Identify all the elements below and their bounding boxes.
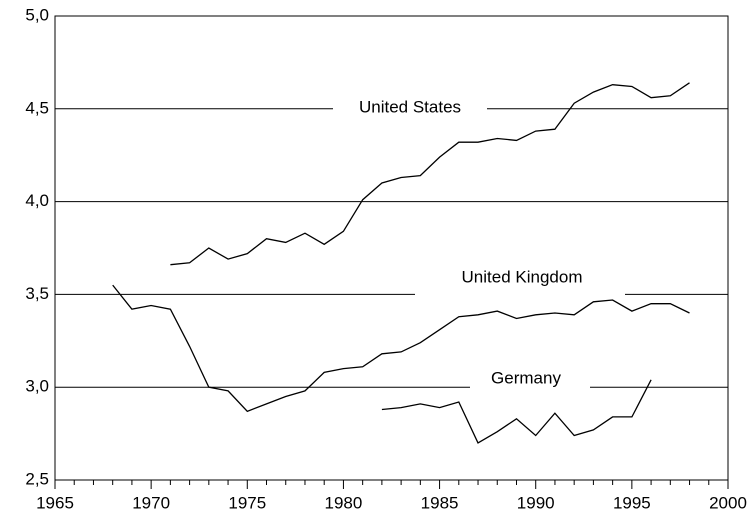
label-gap bbox=[415, 286, 625, 300]
series-line bbox=[170, 82, 690, 266]
label-gap bbox=[333, 99, 487, 118]
label-gap bbox=[470, 370, 590, 393]
y-tick-label: 3,0 bbox=[25, 377, 49, 396]
y-tick-label: 4,0 bbox=[25, 191, 49, 210]
x-tick-label: 1980 bbox=[325, 493, 363, 512]
x-tick-label: 1970 bbox=[132, 493, 170, 512]
x-tick-label: 1995 bbox=[613, 493, 651, 512]
y-tick-label: 3,5 bbox=[25, 284, 49, 303]
plot-frame bbox=[54, 15, 729, 481]
x-tick-label: 2000 bbox=[709, 493, 747, 512]
series-label: United States bbox=[359, 97, 461, 116]
y-tick-label: 5,0 bbox=[25, 5, 49, 24]
x-tick-label: 1990 bbox=[517, 493, 555, 512]
y-tick-label: 2,5 bbox=[25, 469, 49, 488]
series-line bbox=[112, 284, 690, 413]
series-label: United Kingdom bbox=[462, 267, 583, 286]
x-tick-label: 1975 bbox=[228, 493, 266, 512]
series-line bbox=[381, 379, 652, 444]
x-tick-label: 1985 bbox=[421, 493, 459, 512]
x-tick-label: 1965 bbox=[36, 493, 74, 512]
y-tick-label: 4,5 bbox=[25, 98, 49, 117]
series-label: Germany bbox=[491, 368, 561, 387]
